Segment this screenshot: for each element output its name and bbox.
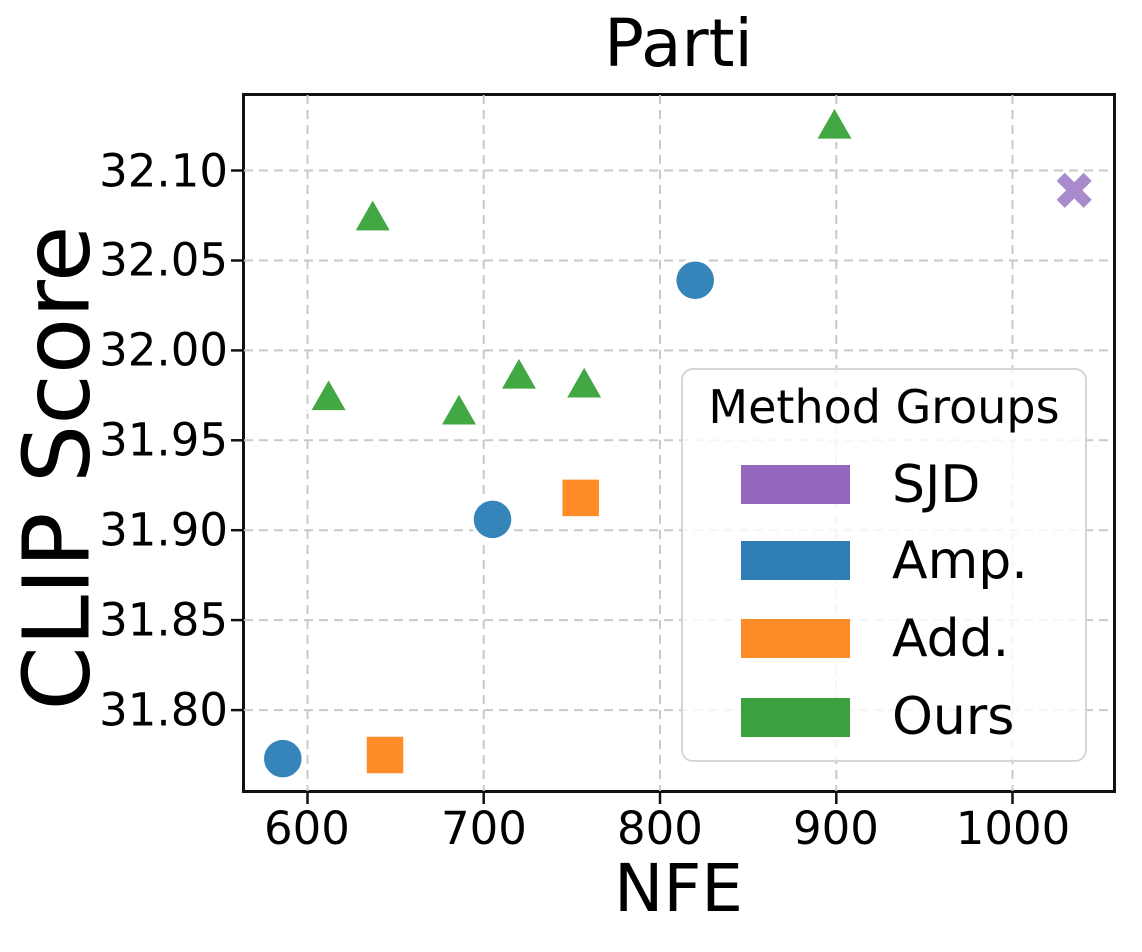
legend-label: SJD	[892, 454, 981, 515]
legend-label: Amp.	[892, 530, 1028, 591]
x-tick-label: 600	[264, 802, 350, 855]
scatter-point-triangle	[305, 373, 352, 414]
scatter-point-triangle	[811, 101, 858, 143]
y-tick-label: 32.00	[99, 323, 228, 377]
x-tick-label: 1000	[955, 802, 1071, 855]
x-tick-label: 800	[617, 802, 703, 855]
y-tick-label: 32.05	[99, 233, 228, 287]
scatter-point-circle	[672, 257, 718, 303]
y-tick-label: 32.10	[99, 144, 228, 198]
legend: Method Groups SJD Amp. Add. Ours	[681, 368, 1087, 762]
y-tick-label: 31.80	[99, 683, 228, 737]
legend-label: Ours	[892, 687, 1015, 747]
y-tick-label: 31.95	[99, 413, 228, 467]
legend-label: Add.	[892, 608, 1010, 669]
scatter-point-circle	[260, 736, 306, 781]
chart-title: Parti	[604, 5, 753, 82]
x-axis-label: NFE	[613, 850, 744, 927]
scatter-point-circle	[470, 497, 515, 542]
scatter-point-x	[1054, 170, 1095, 211]
legend-swatch-add	[741, 619, 850, 658]
scatter-point-triangle	[349, 193, 396, 234]
y-tick-label: 31.90	[99, 503, 228, 557]
scatter-point-triangle	[435, 387, 483, 429]
legend-swatch-amp	[741, 541, 850, 580]
scatter-point-triangle	[561, 360, 608, 402]
legend-title: Method Groups	[708, 380, 1060, 434]
legend-swatch-sjd	[741, 465, 850, 504]
scatter-point-square	[558, 476, 603, 520]
legend-swatch-ours	[741, 697, 850, 737]
y-tick-label: 31.85	[99, 593, 228, 647]
scatter-point-square	[363, 733, 407, 777]
x-tick-label: 900	[793, 802, 879, 855]
x-tick-label: 700	[441, 802, 527, 855]
scatter-point-triangle	[495, 351, 543, 393]
